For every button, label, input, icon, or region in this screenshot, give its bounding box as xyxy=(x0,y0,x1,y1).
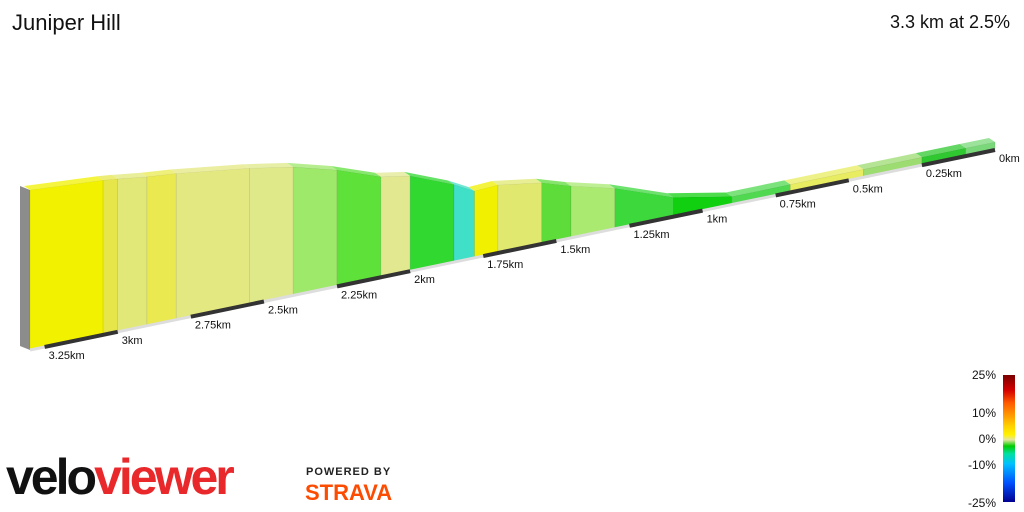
profile-segment-top xyxy=(535,178,571,186)
profile-segment xyxy=(29,179,104,351)
legend-label-neg10: -10% xyxy=(967,458,996,472)
distance-tick-label: 1km xyxy=(707,214,728,226)
distance-tick-label: 2.75km xyxy=(195,320,231,332)
legend-label-25: 25% xyxy=(971,368,996,382)
profile-segment xyxy=(249,166,294,305)
profile-segment-top xyxy=(564,181,615,189)
distance-axis-band xyxy=(190,299,265,319)
profile-segment-top xyxy=(140,169,177,177)
profile-segment-top xyxy=(667,192,732,198)
distance-tick-label: 1.5km xyxy=(560,244,590,256)
distance-tick-label: 1.25km xyxy=(633,229,669,241)
distance-tick-label: 0.25km xyxy=(926,168,962,180)
distance-tick-label: 0.75km xyxy=(780,198,816,210)
profile-segment xyxy=(474,184,499,259)
profile-segment xyxy=(409,175,455,272)
legend-label-0: 0% xyxy=(978,432,996,446)
profile-segment xyxy=(497,182,543,254)
profile-segment-top xyxy=(857,153,922,170)
distance-axis-band xyxy=(44,329,119,349)
strava-logo[interactable]: STRAVA xyxy=(305,480,393,505)
profile-end-wall xyxy=(20,186,30,350)
distance-tick-label: 2.25km xyxy=(341,289,377,301)
distance-tick-label: 2km xyxy=(414,274,435,286)
distance-axis-band xyxy=(482,238,557,259)
distance-tick-label: 3.25km xyxy=(49,350,85,362)
profile-segment xyxy=(175,167,250,321)
distance-tick-label: 0.5km xyxy=(853,183,883,195)
distance-tick-label: 3km xyxy=(122,335,143,347)
profile-segment-top xyxy=(784,165,864,185)
distance-tick-label: 0km xyxy=(999,153,1020,165)
profile-segment-top xyxy=(24,176,104,190)
profile-segment xyxy=(292,166,338,296)
legend-label-neg25: -25% xyxy=(967,496,996,510)
profile-segment-top xyxy=(374,171,411,177)
elevation-profile-chart: 3.25km 3km 2.75km 2.5km 2.25km 2km 1.75km 1.5km… xyxy=(20,138,1020,362)
profile-segment xyxy=(102,178,119,336)
profile-segment xyxy=(117,176,148,333)
profile-segment-top xyxy=(915,144,966,158)
distance-axis-band xyxy=(629,208,703,228)
profile-segment xyxy=(336,169,382,287)
profile-segment-top xyxy=(287,162,338,171)
profile-segment-top xyxy=(608,184,674,198)
veloviewer-logo[interactable]: veloviewer xyxy=(6,449,235,505)
distance-tick-label: 1.75km xyxy=(487,259,523,271)
distance-tick-label: 2.5km xyxy=(268,305,298,317)
profile-segment-top xyxy=(725,180,791,197)
profile-segment-top xyxy=(448,180,475,191)
profile-segment-top xyxy=(491,178,542,185)
profile-segment-top xyxy=(468,180,498,191)
profile-segment-top xyxy=(404,171,455,185)
profile-segment-top xyxy=(111,172,147,179)
profile-segment-top xyxy=(170,164,250,174)
profile-segment-top xyxy=(97,174,118,181)
distance-axis-band xyxy=(336,269,411,289)
profile-segment-top xyxy=(959,138,995,149)
legend-label-10: 10% xyxy=(971,406,996,420)
profile-segment xyxy=(453,184,475,263)
profile-segment xyxy=(146,173,177,327)
gradient-legend-bar xyxy=(1003,375,1015,502)
segment-summary: 3.3 km at 2.5% xyxy=(889,12,1010,32)
page-title: Juniper Hill xyxy=(12,10,121,35)
profile-segment xyxy=(541,182,572,245)
profile-segment-top xyxy=(331,166,381,177)
powered-by-label: POWERED BY xyxy=(306,466,392,478)
distance-axis-band xyxy=(921,148,996,168)
profile-segment-top xyxy=(243,162,294,169)
distance-axis-band xyxy=(775,178,850,198)
profile-segment xyxy=(380,175,411,278)
